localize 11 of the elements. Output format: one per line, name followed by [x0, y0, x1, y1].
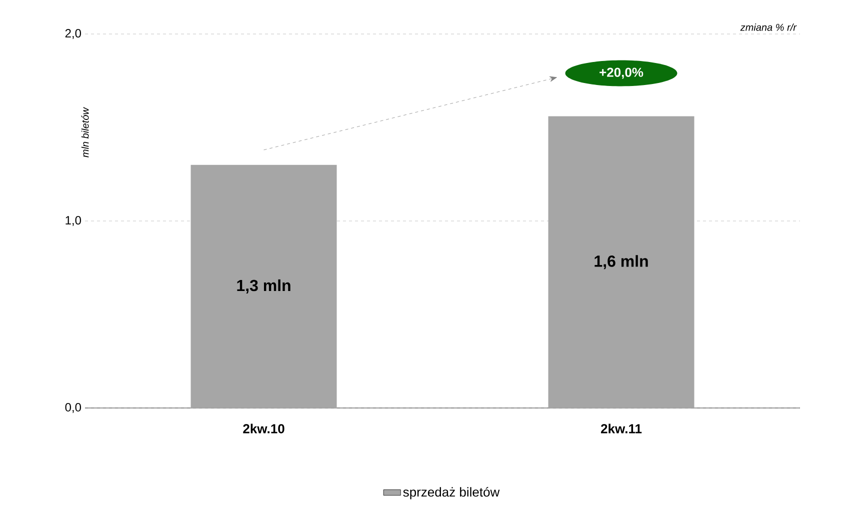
data-label: 1,6 mln — [594, 255, 648, 270]
text: zmiana % r/r — [740, 24, 797, 31]
annotation: +20,0% — [600, 68, 644, 79]
x-tick-label: 2kw.10 — [243, 424, 284, 434]
y-tick-label: 1,0 — [66, 216, 82, 226]
x-tick-label: 2kw.11 — [600, 424, 642, 434]
y-tick-label: 2,0 — [65, 29, 82, 39]
data-label: 1,3 mln — [237, 279, 290, 294]
legend-label: sprzedaż biletów — [403, 486, 500, 500]
y-tick-label: 0,0 — [65, 403, 82, 413]
y-axis-title: mln biletów — [81, 107, 89, 158]
